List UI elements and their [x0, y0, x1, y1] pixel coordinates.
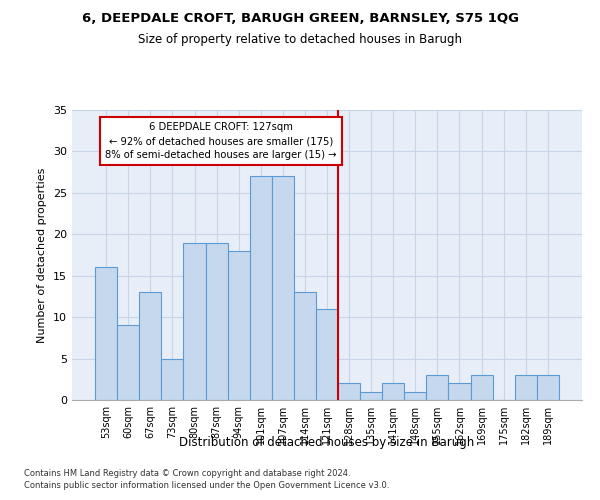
Bar — [139, 292, 161, 400]
Bar — [427, 375, 448, 400]
Bar — [206, 242, 227, 400]
Y-axis label: Number of detached properties: Number of detached properties — [37, 168, 47, 342]
Bar — [161, 358, 184, 400]
Bar — [250, 176, 272, 400]
Bar — [448, 384, 470, 400]
Bar — [404, 392, 427, 400]
Text: Size of property relative to detached houses in Barugh: Size of property relative to detached ho… — [138, 32, 462, 46]
Bar — [382, 384, 404, 400]
Bar — [316, 309, 338, 400]
Bar — [515, 375, 537, 400]
Bar — [272, 176, 294, 400]
Text: Contains public sector information licensed under the Open Government Licence v3: Contains public sector information licen… — [24, 481, 389, 490]
Bar — [338, 384, 360, 400]
Bar — [227, 251, 250, 400]
Bar — [537, 375, 559, 400]
Text: Contains HM Land Registry data © Crown copyright and database right 2024.: Contains HM Land Registry data © Crown c… — [24, 468, 350, 477]
Bar — [184, 242, 206, 400]
Text: 6, DEEPDALE CROFT, BARUGH GREEN, BARNSLEY, S75 1QG: 6, DEEPDALE CROFT, BARUGH GREEN, BARNSLE… — [82, 12, 518, 26]
Bar — [95, 268, 117, 400]
Text: 6 DEEPDALE CROFT: 127sqm
← 92% of detached houses are smaller (175)
8% of semi-d: 6 DEEPDALE CROFT: 127sqm ← 92% of detach… — [105, 122, 337, 160]
Bar — [470, 375, 493, 400]
Text: Distribution of detached houses by size in Barugh: Distribution of detached houses by size … — [179, 436, 475, 449]
Bar — [117, 326, 139, 400]
Bar — [360, 392, 382, 400]
Bar — [294, 292, 316, 400]
